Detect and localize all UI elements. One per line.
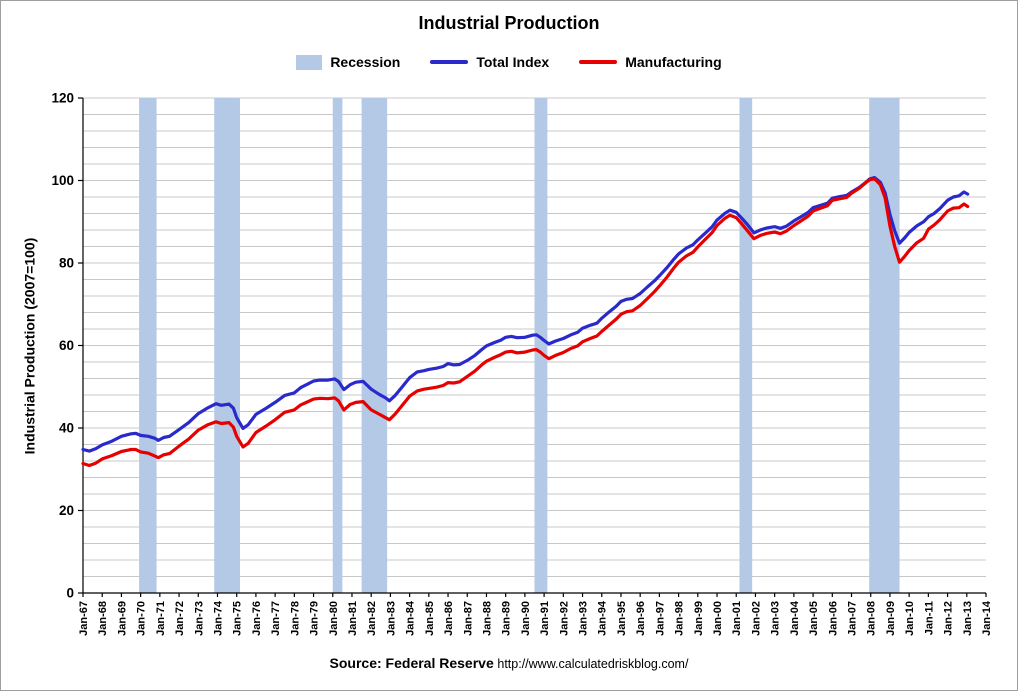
legend-item-total-index: Total Index <box>430 54 549 70</box>
x-tick-label: Jan-99 <box>693 601 705 636</box>
x-tick-label: Jan-86 <box>443 601 455 636</box>
x-tick-label: Jan-93 <box>578 601 590 636</box>
legend-item-recession: Recession <box>296 54 400 70</box>
manufacturing-line <box>81 177 970 468</box>
x-tick-label: Jan-10 <box>904 601 916 636</box>
source-label: Source: Federal Reserve <box>329 655 494 671</box>
legend-item-manufacturing: Manufacturing <box>579 54 722 70</box>
x-tick-label: Jan-79 <box>309 601 321 636</box>
recession-band <box>332 98 343 593</box>
x-tick-label: Jan-01 <box>731 601 743 636</box>
x-tick-label: Jan-70 <box>136 601 148 636</box>
source-line: Source: Federal Reserve http://www.calcu… <box>1 655 1017 671</box>
x-tick-label: Jan-72 <box>174 601 186 636</box>
x-tick-label: Jan-97 <box>654 601 666 636</box>
x-tick-label: Jan-92 <box>558 601 570 636</box>
x-tick-label: Jan-75 <box>232 601 244 636</box>
x-tick-label: Jan-77 <box>270 601 282 636</box>
x-tick-label: Jan-02 <box>750 601 762 636</box>
y-tick-label: 80 <box>59 256 74 271</box>
manufacturing-swatch <box>579 60 618 64</box>
y-tick-label: 60 <box>59 338 74 353</box>
x-tick-label: Jan-81 <box>347 601 359 636</box>
y-tick-label: 120 <box>51 91 74 106</box>
recession-band <box>869 98 900 593</box>
source-url: http://www.calculatedriskblog.com/ <box>497 657 689 671</box>
x-tick-label: Jan-96 <box>635 601 647 636</box>
legend-label-manufacturing: Manufacturing <box>625 54 722 70</box>
x-tick-label: Jan-94 <box>597 600 609 636</box>
x-tick-label: Jan-00 <box>712 601 724 636</box>
x-tick-label: Jan-14 <box>981 600 993 636</box>
x-tick-label: Jan-90 <box>520 601 532 636</box>
x-tick-label: Jan-98 <box>674 601 686 636</box>
x-tick-label: Jan-69 <box>116 601 128 636</box>
recession-band <box>534 98 548 593</box>
x-tick-label: Jan-13 <box>962 601 974 636</box>
recession-band <box>361 98 388 593</box>
x-tick-label: Jan-78 <box>289 601 301 636</box>
recession-band <box>739 98 753 593</box>
y-tick-label: 40 <box>59 421 74 436</box>
x-tick-label: Jan-91 <box>539 601 551 636</box>
y-tick-label: 100 <box>51 173 74 188</box>
x-tick-label: Jan-84 <box>405 600 417 636</box>
x-tick-label: Jan-06 <box>827 601 839 636</box>
x-tick-label: Jan-80 <box>328 601 340 636</box>
recession-swatch <box>296 54 323 70</box>
x-tick-label: Jan-87 <box>462 601 474 636</box>
total-index-line <box>81 176 970 453</box>
x-tick-label: Jan-12 <box>943 601 955 636</box>
x-tick-label: Jan-85 <box>424 601 436 636</box>
x-tick-label: Jan-68 <box>97 601 109 636</box>
x-tick-label: Jan-07 <box>847 601 859 636</box>
x-tick-label: Jan-04 <box>789 600 801 636</box>
x-tick-label: Jan-89 <box>501 601 513 636</box>
legend-label-recession: Recession <box>330 54 401 70</box>
x-tick-label: Jan-88 <box>481 601 493 636</box>
x-tick-label: Jan-74 <box>212 600 224 636</box>
x-tick-label: Jan-95 <box>616 601 628 636</box>
x-tick-label: Jan-83 <box>385 601 397 636</box>
total-index-swatch <box>430 60 469 64</box>
y-tick-label: 20 <box>59 503 74 518</box>
x-tick-label: Jan-76 <box>251 601 263 636</box>
y-tick-label: 0 <box>66 586 74 601</box>
x-tick-label: Jan-71 <box>155 601 167 636</box>
x-tick-label: Jan-73 <box>193 601 205 636</box>
legend-label-total-index: Total Index <box>476 54 550 70</box>
recession-band <box>139 98 157 593</box>
legend: Recession Total Index Manufacturing <box>1 54 1017 70</box>
x-tick-label: Jan-67 <box>78 601 90 636</box>
x-tick-label: Jan-09 <box>885 601 897 636</box>
x-tick-label: Jan-11 <box>923 601 935 635</box>
x-tick-label: Jan-82 <box>366 601 378 636</box>
chart-title: Industrial Production <box>418 13 600 33</box>
recession-band <box>214 98 240 593</box>
x-tick-label: Jan-08 <box>866 601 878 636</box>
x-tick-label: Jan-05 <box>808 601 820 636</box>
x-tick-label: Jan-03 <box>770 601 782 636</box>
